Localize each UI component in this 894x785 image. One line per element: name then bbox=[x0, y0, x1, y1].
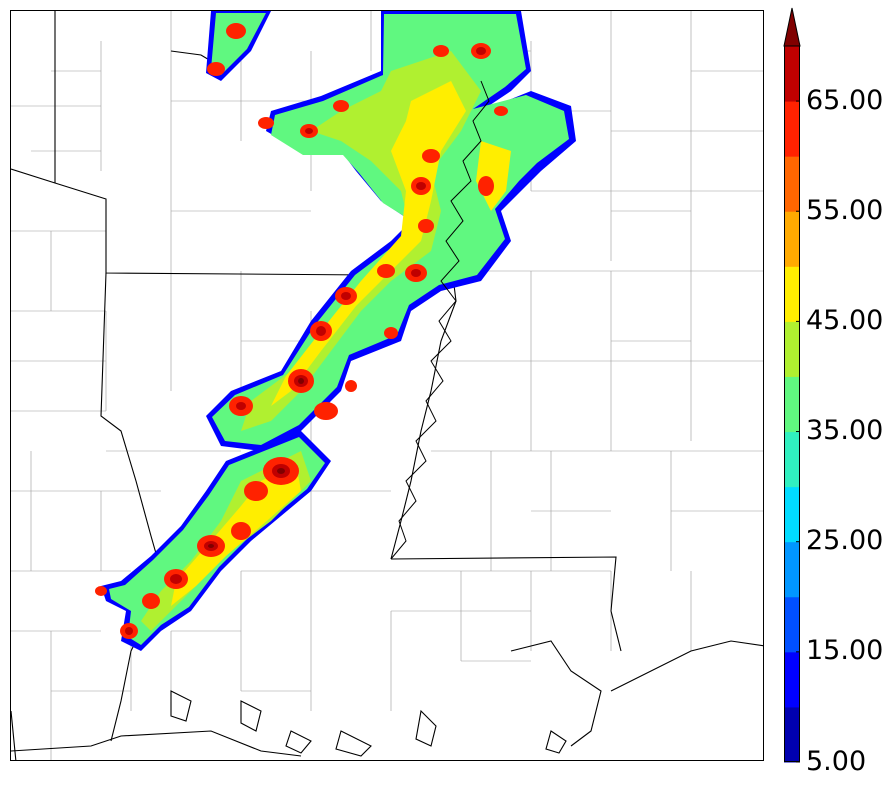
colorbar-segment bbox=[784, 266, 800, 322]
colorbar-segment bbox=[784, 596, 800, 653]
colorbar-tick-label-15: 15.00 bbox=[806, 635, 884, 666]
colorbar-segment bbox=[784, 46, 800, 102]
colorbar-segment bbox=[784, 431, 800, 488]
colorbar bbox=[783, 7, 801, 763]
county-borders bbox=[11, 11, 763, 760]
colorbar-svg bbox=[783, 7, 801, 763]
colorbar-segment bbox=[784, 211, 800, 267]
colorbar-extend-arrow bbox=[783, 7, 801, 47]
colorbar-segment bbox=[784, 376, 800, 433]
colorbar-segment bbox=[784, 706, 800, 763]
colorbar-tick-label-5: 5.00 bbox=[806, 746, 867, 777]
colorbar-outline bbox=[784, 45, 800, 762]
colorbar-segment bbox=[784, 101, 800, 157]
colorbar-tick-label-55: 55.00 bbox=[806, 195, 884, 226]
colorbar-segment bbox=[784, 321, 800, 377]
colorbar-tick-label-45: 45.00 bbox=[806, 305, 884, 336]
colorbar-segment bbox=[784, 156, 800, 212]
colorbar-segment bbox=[784, 541, 800, 598]
map-canvas bbox=[11, 11, 763, 760]
colorbar-tick-label-65: 65.00 bbox=[806, 85, 884, 116]
colorbar-tick-label-35: 35.00 bbox=[806, 415, 884, 446]
colorbar-segment bbox=[784, 651, 800, 708]
mississippi-river bbox=[390, 80, 490, 560]
reflectivity-cores bbox=[95, 23, 508, 639]
colorbar-segment bbox=[784, 486, 800, 543]
colorbar-tick-label-25: 25.00 bbox=[806, 525, 884, 556]
radar-map bbox=[10, 10, 764, 761]
reflectivity-swath bbox=[101, 11, 576, 651]
